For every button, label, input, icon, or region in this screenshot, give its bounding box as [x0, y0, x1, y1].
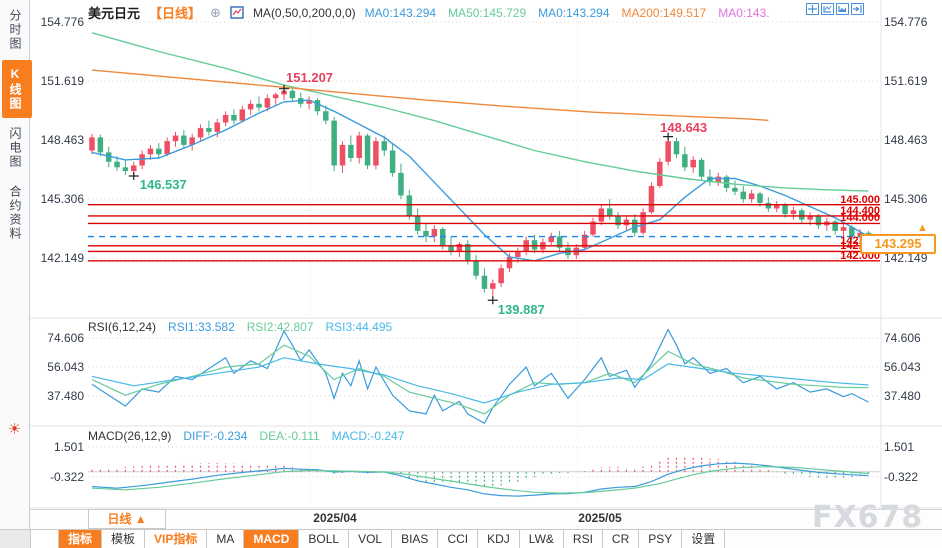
macd-value-0: DIFF:-0.234 — [183, 429, 248, 443]
macd-value-2: MACD:-0.247 — [331, 429, 405, 443]
axis-label: 74.606 — [884, 330, 921, 345]
macd-title: MACD(26,12,9) — [88, 429, 172, 443]
add-indicator-icon[interactable]: ⊕ — [210, 4, 221, 20]
indicator-settings-sun-icon[interactable]: ☀ — [7, 421, 22, 438]
footer-tab-PSY[interactable]: PSY — [639, 530, 683, 548]
footer-tab-模板[interactable]: 模板 — [102, 530, 146, 548]
axis-label: -0.322 — [884, 470, 919, 484]
macd-panel-header: MACD(26,12,9) DIFF:-0.234 DEA:-0.111 MACD:… — [88, 429, 404, 443]
axis-label: 1.501 — [884, 439, 915, 454]
footer-tab-MA[interactable]: MA — [207, 530, 245, 548]
axis-label: -0.322 — [49, 470, 84, 484]
footer-tab-设置[interactable]: 设置 — [682, 530, 726, 548]
axis-label: 154.776 — [40, 15, 84, 29]
chart-header: 美元日元 【日线】 ⊕ MA(0,50,0,200,0,0) MA0:143.2… — [88, 3, 770, 22]
axis-label: 37.480 — [47, 389, 84, 403]
footer-tab-LW&[interactable]: LW& — [519, 530, 564, 548]
rsi-value-1: RSI2:42.807 — [246, 320, 314, 334]
tab-bar-corner — [0, 530, 31, 548]
zoom-area-icon[interactable] — [821, 3, 834, 15]
rsi-panel-header: RSI(6,12,24) RSI1:33.582 RSI2:42.807 RSI3:… — [88, 320, 392, 334]
footer-tab-CR[interactable]: CR — [602, 530, 640, 548]
axis-label: 142.149 — [884, 251, 928, 265]
footer-tab-指标[interactable]: 指标 — [59, 530, 103, 548]
axis-label: 151.619 — [40, 74, 84, 88]
ma-value-0: MA0:143.294 — [364, 5, 437, 20]
price-level-label[interactable]: 144.000 — [840, 212, 880, 225]
axis-label: 74.606 — [47, 330, 84, 345]
footer-tab-MACD[interactable]: MACD — [244, 530, 300, 548]
x-axis-date-label: 2025/04 — [313, 511, 357, 525]
rsi-value-2: RSI3:44.495 — [325, 320, 393, 334]
footer-tab-CCI[interactable]: CCI — [438, 530, 479, 548]
rsi-title: RSI(6,12,24) — [88, 320, 157, 334]
footer-tab-BOLL[interactable]: BOLL — [299, 530, 350, 548]
axis-label: 142.149 — [40, 251, 84, 265]
macd-values: DIFF:-0.234 DEA:-0.111 MACD:-0.247 — [183, 429, 404, 443]
axis-label: 56.043 — [884, 359, 921, 374]
ma-value-1: MA50:145.729 — [448, 5, 527, 20]
sidebar-tab-1[interactable]: K线图 — [2, 60, 32, 118]
axis-label: 37.480 — [884, 389, 921, 403]
price-level-label[interactable]: 144.400 — [840, 204, 880, 217]
ma-values: MA0:143.294 MA50:145.729 MA0:143.294 MA200:… — [365, 6, 770, 20]
swing-price-label: 139.887 — [497, 302, 545, 318]
axis-label: 148.463 — [884, 132, 928, 147]
tab-bar-gap — [31, 530, 59, 548]
left-sidebar: 分时图 K线图闪电图合约资料 ☀ — [0, 0, 32, 548]
tab-bar-filler — [725, 530, 942, 548]
swing-price-label: 151.207 — [286, 69, 334, 85]
indicator-tab-bar: 指标 模板 VIP指标 MA MACD BOLL VOL BIAS CCI KDJ LW& RSI CR… — [0, 529, 942, 548]
ma-settings-label: MA(0,50,0,200,0,0) — [252, 5, 356, 20]
crosshair-icon[interactable] — [806, 3, 819, 15]
mini-chart-icon[interactable] — [230, 6, 244, 19]
rsi-values: RSI1:33.582 RSI2:42.807 RSI3:44.495 — [168, 320, 392, 334]
axis-label: 56.043 — [47, 359, 84, 374]
footer-tab-VIP指标[interactable]: VIP指标 — [145, 530, 208, 548]
axis-label: 148.463 — [40, 132, 84, 147]
axis-label: 145.306 — [884, 191, 928, 206]
footer-tab-RSI[interactable]: RSI — [563, 530, 603, 548]
price-up-arrow-icon: ▲ — [917, 222, 928, 234]
rsi-value-0: RSI1:33.582 — [168, 320, 235, 334]
sidebar-tab-0[interactable]: 分时图 — [8, 9, 22, 51]
ma-value-2: MA0:143.294 — [538, 5, 610, 20]
symbol-name: 美元日元 — [88, 6, 141, 21]
macd-value-1: DEA:-0.111 — [259, 429, 320, 443]
jump-to-latest-icon[interactable] — [851, 3, 864, 15]
swing-price-label: 146.537 — [139, 176, 187, 192]
period-selector-label: 日线 — [107, 512, 132, 526]
axis-label: 151.619 — [884, 74, 928, 88]
price-level-label[interactable]: 145.000 — [840, 193, 880, 206]
pan-chart-icon[interactable] — [836, 3, 849, 15]
footer-tab-BIAS[interactable]: BIAS — [392, 530, 439, 548]
period-selector-button[interactable]: 日线 ▲ — [88, 509, 166, 529]
period-selector-arrow-icon: ▲ — [134, 512, 147, 526]
axis-label: 154.776 — [884, 15, 928, 29]
footer-tab-VOL[interactable]: VOL — [349, 530, 393, 548]
chart-tool-icons — [806, 3, 864, 15]
period-label: 【日线】 — [149, 6, 202, 21]
sidebar-tab-2[interactable]: 闪电图 — [8, 127, 22, 169]
swing-price-label: 148.643 — [660, 119, 708, 135]
axis-label: 145.306 — [40, 191, 84, 206]
date-axis-row — [30, 509, 942, 529]
ma-value-4: MA0:143. — [718, 5, 770, 20]
x-axis-date-label: 2025/05 — [578, 511, 622, 525]
ma-value-3: MA200:149.517 — [621, 5, 707, 20]
sidebar-tab-3[interactable]: 合约资料 — [8, 185, 22, 241]
current-price-badge[interactable]: 143.295 — [860, 234, 936, 254]
axis-label: 1.501 — [53, 439, 84, 454]
footer-tab-KDJ[interactable]: KDJ — [478, 530, 520, 548]
